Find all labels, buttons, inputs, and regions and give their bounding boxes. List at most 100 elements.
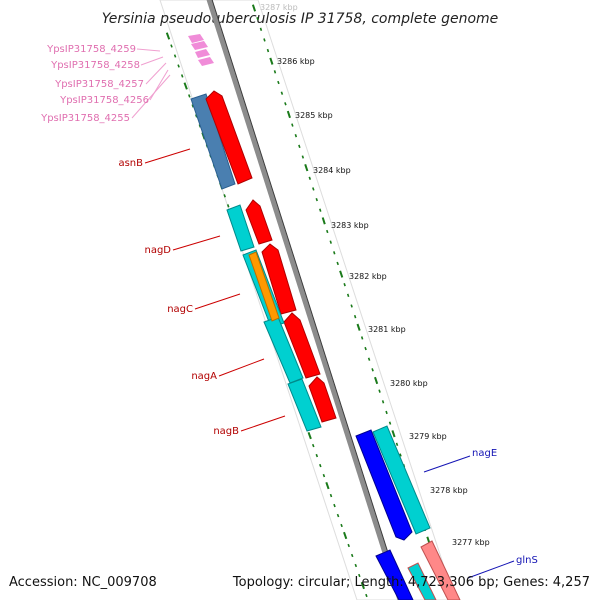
tick-mark [165, 32, 171, 40]
tick-mark [263, 38, 266, 42]
tick-mark [329, 493, 333, 498]
gene-label: nagD [144, 245, 171, 256]
kbp-label: 3286 kbp [277, 57, 315, 66]
tick-mark [343, 283, 346, 287]
tick-mark [371, 368, 374, 372]
tick-mark [358, 573, 361, 578]
tick-mark [395, 442, 399, 447]
tick-mark [284, 102, 287, 106]
tick-mark [304, 163, 309, 172]
tick-mark [378, 389, 381, 393]
gene-label: YpsIP31758_4255 [40, 113, 130, 124]
tick-mark [269, 57, 274, 65]
tick-mark [367, 357, 371, 361]
tick-mark [350, 304, 353, 308]
tick-mark [333, 251, 336, 255]
kbp-label: 3277 kbp [452, 538, 490, 547]
tick-mark [256, 16, 259, 21]
gene-label: nagB [213, 426, 239, 437]
gene-label: nagA [191, 371, 217, 382]
kbp-label: 3278 kbp [430, 486, 468, 495]
tick-mark [170, 44, 173, 48]
tick-mark [298, 144, 301, 149]
tick-mark [291, 123, 294, 127]
tick-mark [280, 91, 284, 95]
feature-tracks [188, 34, 461, 600]
tick-mark [339, 270, 344, 278]
tick-mark [173, 54, 177, 58]
tick-mark [191, 104, 195, 108]
tick-mark [308, 176, 312, 180]
outer-tick-ring [251, 4, 448, 598]
gene-label: glnS [516, 555, 538, 566]
gene-label: YpsIP31758_4256 [59, 95, 149, 106]
blue-gene-labels: nagE glnS [423, 448, 538, 579]
tick-mark [294, 134, 298, 138]
tick-mark [374, 376, 379, 385]
tick-mark [325, 481, 330, 490]
tick-mark [277, 80, 280, 85]
accession-text: Accession: NC_009708 [9, 575, 157, 590]
tick-mark [183, 82, 188, 90]
tick-mark [353, 314, 357, 319]
rna-feature [190, 93, 236, 190]
tick-mark [326, 229, 329, 234]
tick-mark [391, 430, 396, 438]
gene-label: asnB [118, 158, 143, 169]
kbp-label: 3287 kbp [260, 3, 298, 12]
tick-mark [322, 473, 326, 478]
orange-cds-feature [248, 251, 280, 322]
gene-label: nagE [472, 448, 497, 459]
tick-mark [364, 346, 367, 351]
tick-mark [336, 261, 339, 266]
kbp-label: 3285 kbp [295, 111, 333, 120]
tick-mark [315, 197, 318, 202]
tick-mark [259, 27, 263, 31]
kbp-label: 3282 kbp [349, 272, 387, 281]
tick-mark [315, 453, 319, 458]
tick-mark [223, 194, 226, 198]
tick-mark [360, 336, 364, 340]
tick-mark [251, 4, 257, 12]
tick-mark [312, 187, 315, 191]
tick-mark [381, 400, 385, 404]
red-gene-labels: asnB nagD nagC nagA nagB [118, 148, 286, 437]
tick-mark [388, 421, 392, 425]
tick-mark [273, 70, 277, 74]
backbone [206, 0, 404, 600]
tick-mark [311, 443, 315, 448]
gene-label: nagC [167, 304, 193, 315]
tick-mark [354, 563, 358, 568]
tick-mark [266, 48, 270, 53]
gene-label: YpsIP31758_4258 [50, 60, 140, 71]
kbp-label: 3279 kbp [409, 432, 447, 441]
tick-mark [307, 431, 312, 440]
blue-cds-features [355, 429, 414, 600]
tick-mark [177, 64, 180, 68]
tick-mark [356, 323, 361, 331]
pink-gene-labels: YpsIP31758_4259 YpsIP31758_4258 YpsIP317… [40, 44, 171, 124]
forward-cds-features [205, 90, 337, 423]
kbp-label: 3284 kbp [313, 166, 351, 175]
gene-label: YpsIP31758_4257 [54, 79, 144, 90]
tick-mark [180, 74, 184, 78]
tick-mark [343, 531, 348, 540]
tick-mark [336, 513, 340, 518]
tick-mark [340, 523, 343, 528]
kbp-label: 3283 kbp [331, 221, 369, 230]
tick-mark [319, 208, 322, 212]
pink-cds-features [407, 540, 461, 600]
tick-mark [329, 240, 332, 244]
tick-mark [365, 593, 368, 598]
tick-mark [319, 463, 322, 468]
tick-mark [346, 293, 350, 298]
pink-arrow-features [188, 34, 214, 66]
tick-mark [350, 553, 354, 558]
tick-mark [301, 155, 305, 159]
tick-mark [399, 453, 402, 457]
kbp-labels: 3287 kbp 3286 kbp 3285 kbp 3284 kbp 3283… [260, 3, 490, 547]
tick-mark [347, 543, 350, 548]
tick-mark [333, 503, 336, 508]
tick-mark [360, 581, 365, 590]
